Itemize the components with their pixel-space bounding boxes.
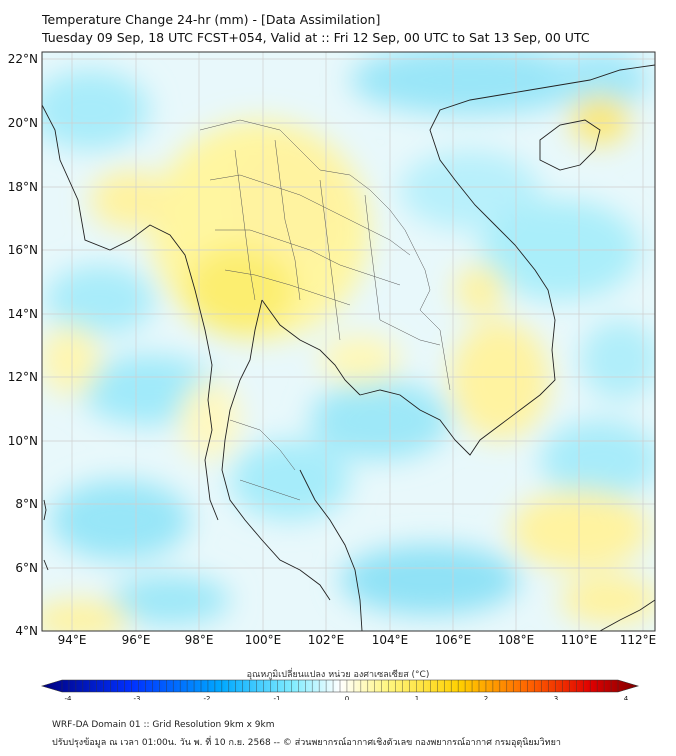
lon-label: 108°E xyxy=(498,633,535,647)
colorbar-tick: -1 xyxy=(274,695,281,700)
coastlines xyxy=(42,64,655,631)
latitude-labels: 22°N 20°N 18°N 16°N 14°N 12°N 10°N 8°N 6… xyxy=(8,52,38,638)
colorbar-tick: 4 xyxy=(624,695,629,700)
map-frame xyxy=(41,51,656,632)
lon-label: 112°E xyxy=(620,633,657,647)
gridlines xyxy=(42,52,655,631)
lon-label: 94°E xyxy=(58,633,87,647)
colorbar-tick: 0 xyxy=(345,695,349,700)
colorbar-tick: -3 xyxy=(134,695,141,700)
lat-label: 22°N xyxy=(8,52,38,66)
colorbar-tick: -4 xyxy=(65,695,73,700)
lat-label: 10°N xyxy=(8,434,38,448)
lon-label: 104°E xyxy=(372,633,409,647)
footer-credit: ปรับปรุงข้อมูล ณ เวลา 01:00น. วัน พ. ที่… xyxy=(52,738,561,748)
lon-label: 100°E xyxy=(245,633,282,647)
map-subtitle: Tuesday 09 Sep, 18 UTC FCST+054, Valid a… xyxy=(42,30,590,45)
lon-label: 106°E xyxy=(435,633,472,647)
lon-label: 110°E xyxy=(561,633,598,647)
footer-model-info: WRF-DA Domain 01 :: Grid Resolution 9km … xyxy=(52,720,275,730)
map-title: Temperature Change 24-hr (mm) - [Data As… xyxy=(42,12,381,27)
temperature-field xyxy=(42,52,655,631)
colorbar-tick: 1 xyxy=(415,695,419,700)
province-borders xyxy=(199,119,451,501)
longitude-labels: 94°E 96°E 98°E 100°E 102°E 104°E 106°E 1… xyxy=(58,633,657,647)
map-figure: 22°N 20°N 18°N 16°N 14°N 12°N 10°N 8°N 6… xyxy=(8,51,657,700)
colorbar: -4 -3 -2 -1 0 1 2 3 4 xyxy=(40,679,640,700)
lon-label: 96°E xyxy=(122,633,151,647)
lat-label: 8°N xyxy=(15,497,38,511)
colorbar-title: อุณหภูมิเปลี่ยนแปลง หน่วย องศาเซลเซียส (… xyxy=(246,670,430,680)
lat-label: 16°N xyxy=(8,243,38,257)
lon-label: 98°E xyxy=(185,633,214,647)
lat-label: 12°N xyxy=(8,370,38,384)
lat-label: 4°N xyxy=(15,624,38,638)
lat-label: 20°N xyxy=(8,116,38,130)
lat-label: 6°N xyxy=(15,561,38,575)
lat-label: 14°N xyxy=(8,307,38,321)
lon-label: 102°E xyxy=(308,633,345,647)
colorbar-tick: -2 xyxy=(204,695,211,700)
colorbar-tick: 2 xyxy=(484,695,488,700)
colorbar-tick: 3 xyxy=(554,695,558,700)
lat-label: 18°N xyxy=(8,180,38,194)
